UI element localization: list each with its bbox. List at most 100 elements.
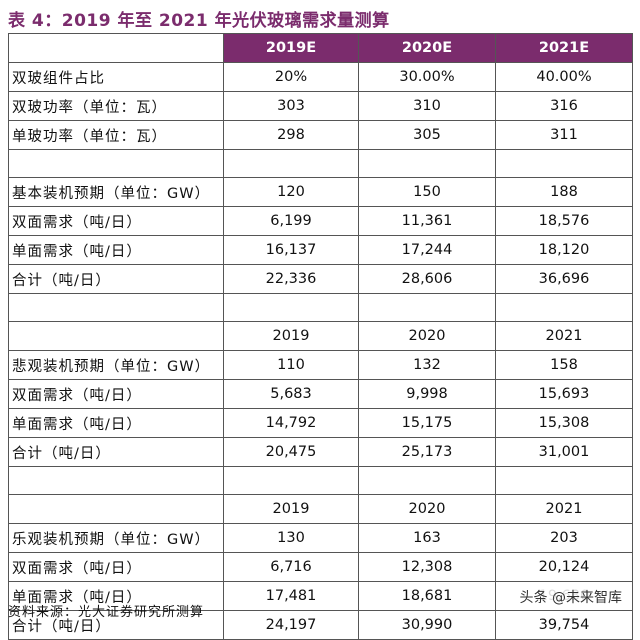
value-cell: 6,199 bbox=[223, 206, 359, 236]
value-cell: 11,361 bbox=[358, 206, 496, 236]
spacer-row bbox=[8, 293, 633, 322]
value-cell: 298 bbox=[223, 120, 359, 150]
watermark: 头条 @未来智库 bbox=[515, 586, 626, 608]
value-cell: 6,716 bbox=[223, 552, 359, 582]
value-cell: 12,308 bbox=[358, 552, 496, 582]
table-row: 单玻功率（单位：瓦） 298 305 311 bbox=[8, 120, 633, 150]
year-row: 2019 2020 2021 bbox=[8, 321, 633, 351]
value-cell: 24,197 bbox=[223, 610, 359, 640]
spacer-row bbox=[8, 466, 633, 495]
table-row: 单面需求（吨/日） 16,137 17,244 18,120 bbox=[8, 235, 633, 265]
value-cell: 110 bbox=[223, 350, 359, 380]
spacer-row bbox=[8, 149, 633, 178]
year-cell: 2019 bbox=[223, 321, 359, 351]
value-cell: 18,120 bbox=[495, 235, 633, 265]
row-label: 基本装机预期（单位：GW） bbox=[8, 177, 224, 207]
value-cell: 310 bbox=[358, 91, 496, 121]
row-label: 合计（吨/日） bbox=[8, 437, 224, 467]
value-cell: 18,681 bbox=[358, 581, 496, 611]
row-label: 悲观装机预期（单位：GW） bbox=[8, 350, 224, 380]
value-cell: 22,336 bbox=[223, 264, 359, 294]
year-header-cell: 2021E bbox=[495, 33, 633, 63]
row-label: 单玻功率（单位：瓦） bbox=[8, 120, 224, 150]
table-row: 乐观装机预期（单位：GW） 130 163 203 bbox=[8, 523, 633, 553]
value-cell: 28,606 bbox=[358, 264, 496, 294]
value-cell: 305 bbox=[358, 120, 496, 150]
value-cell: 39,754 bbox=[495, 610, 633, 640]
value-cell: 150 bbox=[358, 177, 496, 207]
row-label: 单面需求（吨/日） bbox=[8, 235, 224, 265]
value-cell: 40.00% bbox=[495, 62, 633, 92]
row-label: 单面需求（吨/日） bbox=[8, 581, 224, 611]
row-label: 双玻功率（单位：瓦） bbox=[8, 91, 224, 121]
value-cell: 36,696 bbox=[495, 264, 633, 294]
value-cell: 15,308 bbox=[495, 408, 633, 438]
row-label: 双面需求（吨/日） bbox=[8, 552, 224, 582]
spacer-cell bbox=[358, 149, 496, 178]
value-cell: 20,475 bbox=[223, 437, 359, 467]
spacer-cell bbox=[223, 149, 359, 178]
value-cell: 16,137 bbox=[223, 235, 359, 265]
value-cell: 316 bbox=[495, 91, 633, 121]
row-label: 双面需求（吨/日） bbox=[8, 379, 224, 409]
table-row: 悲观装机预期（单位：GW） 110 132 158 bbox=[8, 350, 633, 380]
row-label: 合计（吨/日） bbox=[8, 264, 224, 294]
table-row: 双面需求（吨/日） 6,716 12,308 20,124 bbox=[8, 552, 633, 582]
year-cell: 2020 bbox=[358, 321, 496, 351]
value-cell: 9,998 bbox=[358, 379, 496, 409]
value-cell: 31,001 bbox=[495, 437, 633, 467]
value-cell: 132 bbox=[358, 350, 496, 380]
value-cell: 18,576 bbox=[495, 206, 633, 236]
value-cell: 120 bbox=[223, 177, 359, 207]
table-row: 合计（吨/日） 20,475 25,173 31,001 bbox=[8, 437, 633, 467]
table-row: 单面需求（吨/日） 14,792 15,175 15,308 bbox=[8, 408, 633, 438]
value-cell: 130 bbox=[223, 523, 359, 553]
table-row: 双面需求（吨/日） 5,683 9,998 15,693 bbox=[8, 379, 633, 409]
spacer-cell bbox=[358, 293, 496, 322]
value-cell: 188 bbox=[495, 177, 633, 207]
source-note: 资料来源：光大证券研究所测算 bbox=[8, 605, 205, 620]
year-header-cell: 2019E bbox=[223, 33, 359, 63]
table-row: 双面需求（吨/日） 6,199 11,361 18,576 bbox=[8, 206, 633, 236]
spacer-cell bbox=[358, 466, 496, 495]
spacer-cell bbox=[495, 293, 633, 322]
value-cell: 30.00% bbox=[358, 62, 496, 92]
value-cell: 20,124 bbox=[495, 552, 633, 582]
table-row: 基本装机预期（单位：GW） 120 150 188 bbox=[8, 177, 633, 207]
value-cell: 15,693 bbox=[495, 379, 633, 409]
table-row: 双玻功率（单位：瓦） 303 310 316 bbox=[8, 91, 633, 121]
value-cell: 14,792 bbox=[223, 408, 359, 438]
value-cell: 5,683 bbox=[223, 379, 359, 409]
row-label: 双玻组件占比 bbox=[8, 62, 224, 92]
year-cell: 2021 bbox=[495, 321, 633, 351]
spacer-cell bbox=[495, 149, 633, 178]
spacer-cell bbox=[8, 293, 224, 322]
year-cell: 2019 bbox=[223, 494, 359, 524]
value-cell: 158 bbox=[495, 350, 633, 380]
value-cell: 17,481 bbox=[223, 581, 359, 611]
value-cell: 163 bbox=[358, 523, 496, 553]
spacer-cell bbox=[8, 466, 224, 495]
year-row-blank bbox=[8, 494, 224, 524]
value-cell: 30,990 bbox=[358, 610, 496, 640]
value-cell: 203 bbox=[495, 523, 633, 553]
value-cell: 311 bbox=[495, 120, 633, 150]
year-header-cell: 2020E bbox=[358, 33, 496, 63]
year-header-row: 2019E 2020E 2021E bbox=[8, 33, 633, 63]
year-cell: 2020 bbox=[358, 494, 496, 524]
table-row: 双玻组件占比 20% 30.00% 40.00% bbox=[8, 62, 633, 92]
value-cell: 25,173 bbox=[358, 437, 496, 467]
spacer-cell bbox=[223, 466, 359, 495]
value-cell: 20% bbox=[223, 62, 359, 92]
table-row: 合计（吨/日） 22,336 28,606 36,696 bbox=[8, 264, 633, 294]
demand-table: 2019E 2020E 2021E 双玻组件占比 20% 30.00% 40.00% 双玻功率… bbox=[8, 33, 633, 640]
year-row: 2019 2020 2021 bbox=[8, 494, 633, 524]
value-cell: 15,175 bbox=[358, 408, 496, 438]
row-label: 乐观装机预期（单位：GW） bbox=[8, 523, 224, 553]
table-body: 2019E 2020E 2021E 双玻组件占比 20% 30.00% 40.00% 双玻功率… bbox=[8, 33, 633, 640]
row-label: 双面需求（吨/日） bbox=[8, 206, 224, 236]
year-row-blank bbox=[8, 321, 224, 351]
year-cell: 2021 bbox=[495, 494, 633, 524]
header-blank-cell bbox=[8, 33, 224, 63]
row-label: 单面需求（吨/日） bbox=[8, 408, 224, 438]
